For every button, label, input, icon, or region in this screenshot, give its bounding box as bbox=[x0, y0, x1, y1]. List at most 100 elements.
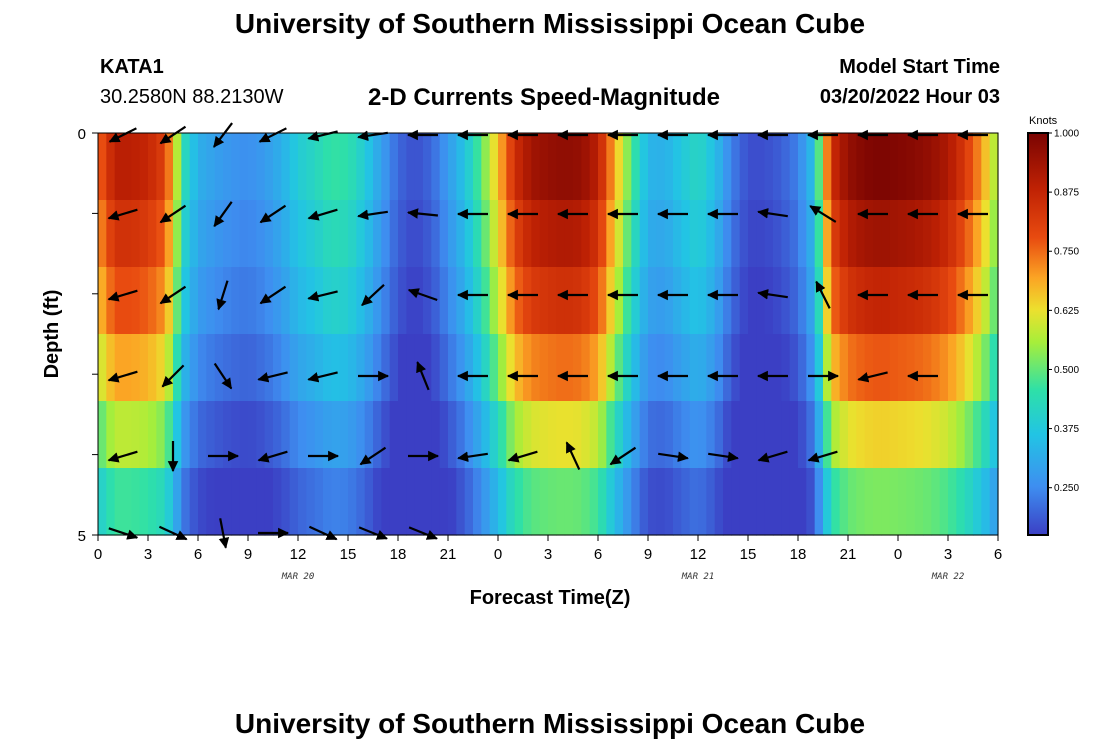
heatmap-cell bbox=[431, 334, 441, 402]
heatmap-cell bbox=[373, 401, 382, 469]
heatmap-cell bbox=[464, 468, 474, 536]
footer-title: University of Southern Mississippi Ocean… bbox=[234, 708, 866, 739]
heatmap-cell bbox=[806, 267, 816, 335]
heatmap-cell bbox=[723, 334, 732, 402]
heatmap-cell bbox=[314, 133, 324, 201]
heatmap-cell bbox=[181, 267, 191, 335]
heatmap-cell bbox=[306, 267, 316, 335]
heatmap-cell bbox=[973, 200, 982, 268]
heatmap-cell bbox=[973, 133, 982, 201]
heatmap-cell bbox=[923, 401, 932, 469]
heatmap-cell bbox=[806, 401, 816, 469]
heatmap-cell bbox=[656, 334, 666, 402]
heatmap-cell bbox=[206, 133, 216, 201]
heatmap-cell bbox=[239, 133, 249, 201]
heatmap-cell bbox=[248, 200, 257, 268]
heatmap-cell bbox=[323, 200, 332, 268]
heatmap-cell bbox=[156, 468, 166, 536]
heatmap-cell bbox=[314, 267, 324, 335]
heatmap-cell bbox=[914, 401, 924, 469]
heatmap-cell bbox=[139, 200, 149, 268]
heatmap-cell bbox=[623, 200, 632, 268]
heatmap-cell bbox=[339, 267, 349, 335]
current-arrow bbox=[257, 450, 288, 463]
heatmap-cell bbox=[631, 267, 641, 335]
heatmap-cell bbox=[539, 468, 549, 536]
heatmap-cell bbox=[239, 334, 249, 402]
heatmap-cell bbox=[648, 468, 657, 536]
heatmap-cell bbox=[281, 133, 291, 201]
heatmap-cell bbox=[548, 200, 557, 268]
x-tick-label: 3 bbox=[544, 546, 552, 563]
heatmap-cell bbox=[131, 468, 141, 536]
heatmap-cell bbox=[864, 267, 874, 335]
heatmap-cell bbox=[964, 401, 974, 469]
heatmap-cell bbox=[989, 468, 999, 536]
colorbar-unit: Knots bbox=[1029, 115, 1058, 127]
heatmap-cell bbox=[298, 200, 307, 268]
x-tick-label: 21 bbox=[440, 546, 457, 563]
heatmap-cell bbox=[606, 133, 616, 201]
heatmap-cell bbox=[473, 468, 482, 536]
heatmap-cell bbox=[231, 267, 241, 335]
x-tick-label: 15 bbox=[740, 546, 757, 563]
heatmap-cell bbox=[273, 401, 282, 469]
heatmap-cell bbox=[406, 468, 416, 536]
heatmap-cell bbox=[881, 267, 891, 335]
y-tick-label: 5 bbox=[78, 528, 86, 545]
heatmap-cell bbox=[273, 133, 282, 201]
heatmap-cell bbox=[923, 267, 932, 335]
heatmap-cell bbox=[948, 401, 957, 469]
heatmap-cell bbox=[856, 200, 866, 268]
current-arrow bbox=[457, 451, 488, 462]
current-arrow bbox=[213, 362, 233, 390]
date-label: MAR 22 bbox=[931, 572, 965, 582]
heatmap-cell bbox=[573, 468, 582, 536]
currents-chart: 0 3 6 9 12 15 18 21 0 3 6 9 12 15 18 21 0 3 6 MAR 20 MAR 21 M… bbox=[41, 115, 1079, 609]
heatmap-cell bbox=[623, 334, 632, 402]
heatmap-cell bbox=[948, 334, 957, 402]
heatmap-cell bbox=[581, 401, 591, 469]
heatmap-cell bbox=[498, 200, 507, 268]
heatmap-cell bbox=[106, 200, 116, 268]
colorbar-tick-label: 0.250 bbox=[1054, 483, 1079, 494]
heatmap-cell bbox=[514, 200, 524, 268]
current-arrow bbox=[159, 204, 187, 224]
heatmap-cell bbox=[323, 133, 332, 201]
heatmap-cell bbox=[798, 468, 807, 536]
heatmap-cell bbox=[348, 133, 357, 201]
heatmap-cell bbox=[731, 334, 741, 402]
heatmap-cell bbox=[723, 133, 732, 201]
heatmap-cell bbox=[364, 133, 374, 201]
heatmap-cell bbox=[689, 334, 699, 402]
heatmap-cell bbox=[689, 401, 699, 469]
heatmap-cell bbox=[481, 401, 491, 469]
current-arrow bbox=[408, 526, 438, 540]
heatmap-cell bbox=[214, 401, 224, 469]
heatmap-cell bbox=[214, 133, 224, 201]
heatmap-cell bbox=[664, 200, 674, 268]
heatmap-cell bbox=[681, 267, 691, 335]
heatmap-cell bbox=[281, 401, 291, 469]
heatmap-cell bbox=[173, 401, 182, 469]
heatmap-cell bbox=[923, 200, 932, 268]
heatmap-cell bbox=[981, 334, 991, 402]
heatmap-cell bbox=[814, 267, 824, 335]
heatmap-cell bbox=[739, 200, 749, 268]
heatmap-cell bbox=[339, 468, 349, 536]
heatmap-cell bbox=[373, 200, 382, 268]
heatmap-cell bbox=[764, 334, 774, 402]
heatmap-cell bbox=[381, 200, 391, 268]
model-start-label: Model Start Time bbox=[839, 56, 1000, 78]
heatmap-cell bbox=[498, 468, 507, 536]
heatmap-cell bbox=[814, 334, 824, 402]
heatmap-cell bbox=[439, 468, 449, 536]
heatmap-cell bbox=[256, 334, 266, 402]
heatmap-cell bbox=[548, 468, 557, 536]
heatmap-cell bbox=[989, 334, 999, 402]
heatmap-cell bbox=[856, 267, 866, 335]
heatmap-cell bbox=[106, 133, 116, 201]
heatmap-cell bbox=[248, 468, 257, 536]
heatmap-cell bbox=[898, 401, 907, 469]
heatmap-cell bbox=[773, 200, 782, 268]
